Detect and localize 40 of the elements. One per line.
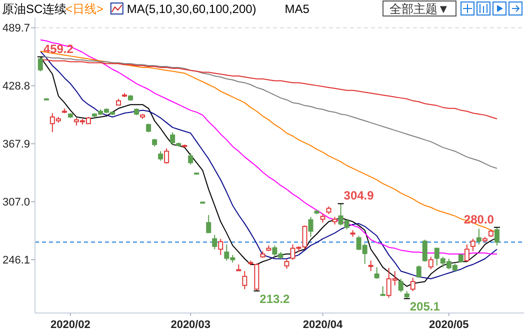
candlestick	[470, 238, 476, 252]
candlestick	[164, 148, 170, 164]
candlestick	[308, 216, 314, 238]
candlestick	[368, 260, 374, 272]
text: 全部主题▼	[390, 2, 450, 16]
x-tick-label: 2020/03	[170, 319, 210, 331]
annotation: 205.1	[410, 300, 440, 314]
candlestick	[170, 132, 176, 146]
candlestick	[242, 270, 248, 290]
x-tick-label: 2020/05	[429, 319, 469, 331]
x-tick-label: 2020/02	[50, 319, 90, 331]
candlestick	[410, 277, 416, 292]
candlestick	[284, 258, 290, 270]
candlestick	[320, 213, 326, 224]
candlestick	[476, 228, 482, 245]
x-tick-label: 2020/04	[302, 319, 344, 331]
y-tick-label: 428.8	[2, 80, 30, 93]
annotation: 280.0	[464, 212, 494, 226]
chart-title: 原油SC连续	[2, 2, 67, 16]
text: MA5	[284, 2, 310, 16]
candlestick	[158, 150, 164, 162]
text: MA(5,10,30,60,100,200)	[126, 2, 256, 16]
chart-subtitle: <日线>	[65, 2, 104, 16]
annotation: 213.2	[260, 292, 290, 306]
y-tick-label: 489.7	[2, 22, 30, 35]
y-tick-label: 367.9	[2, 138, 30, 151]
annotation: 304.9	[344, 188, 374, 203]
y-tick-label: 307.0	[2, 196, 30, 209]
candlestick	[212, 234, 218, 250]
candlestick	[464, 244, 470, 262]
candlestick	[188, 152, 194, 166]
candlestick	[398, 278, 404, 293]
candlestick	[416, 264, 422, 278]
candlestick	[380, 286, 386, 296]
annotation: 459.2	[43, 42, 74, 56]
y-tick-label: 246.1	[2, 254, 30, 266]
candlestick	[218, 238, 224, 256]
candlestick	[206, 214, 212, 234]
candlestick	[422, 239, 428, 262]
candlestick	[428, 256, 434, 270]
